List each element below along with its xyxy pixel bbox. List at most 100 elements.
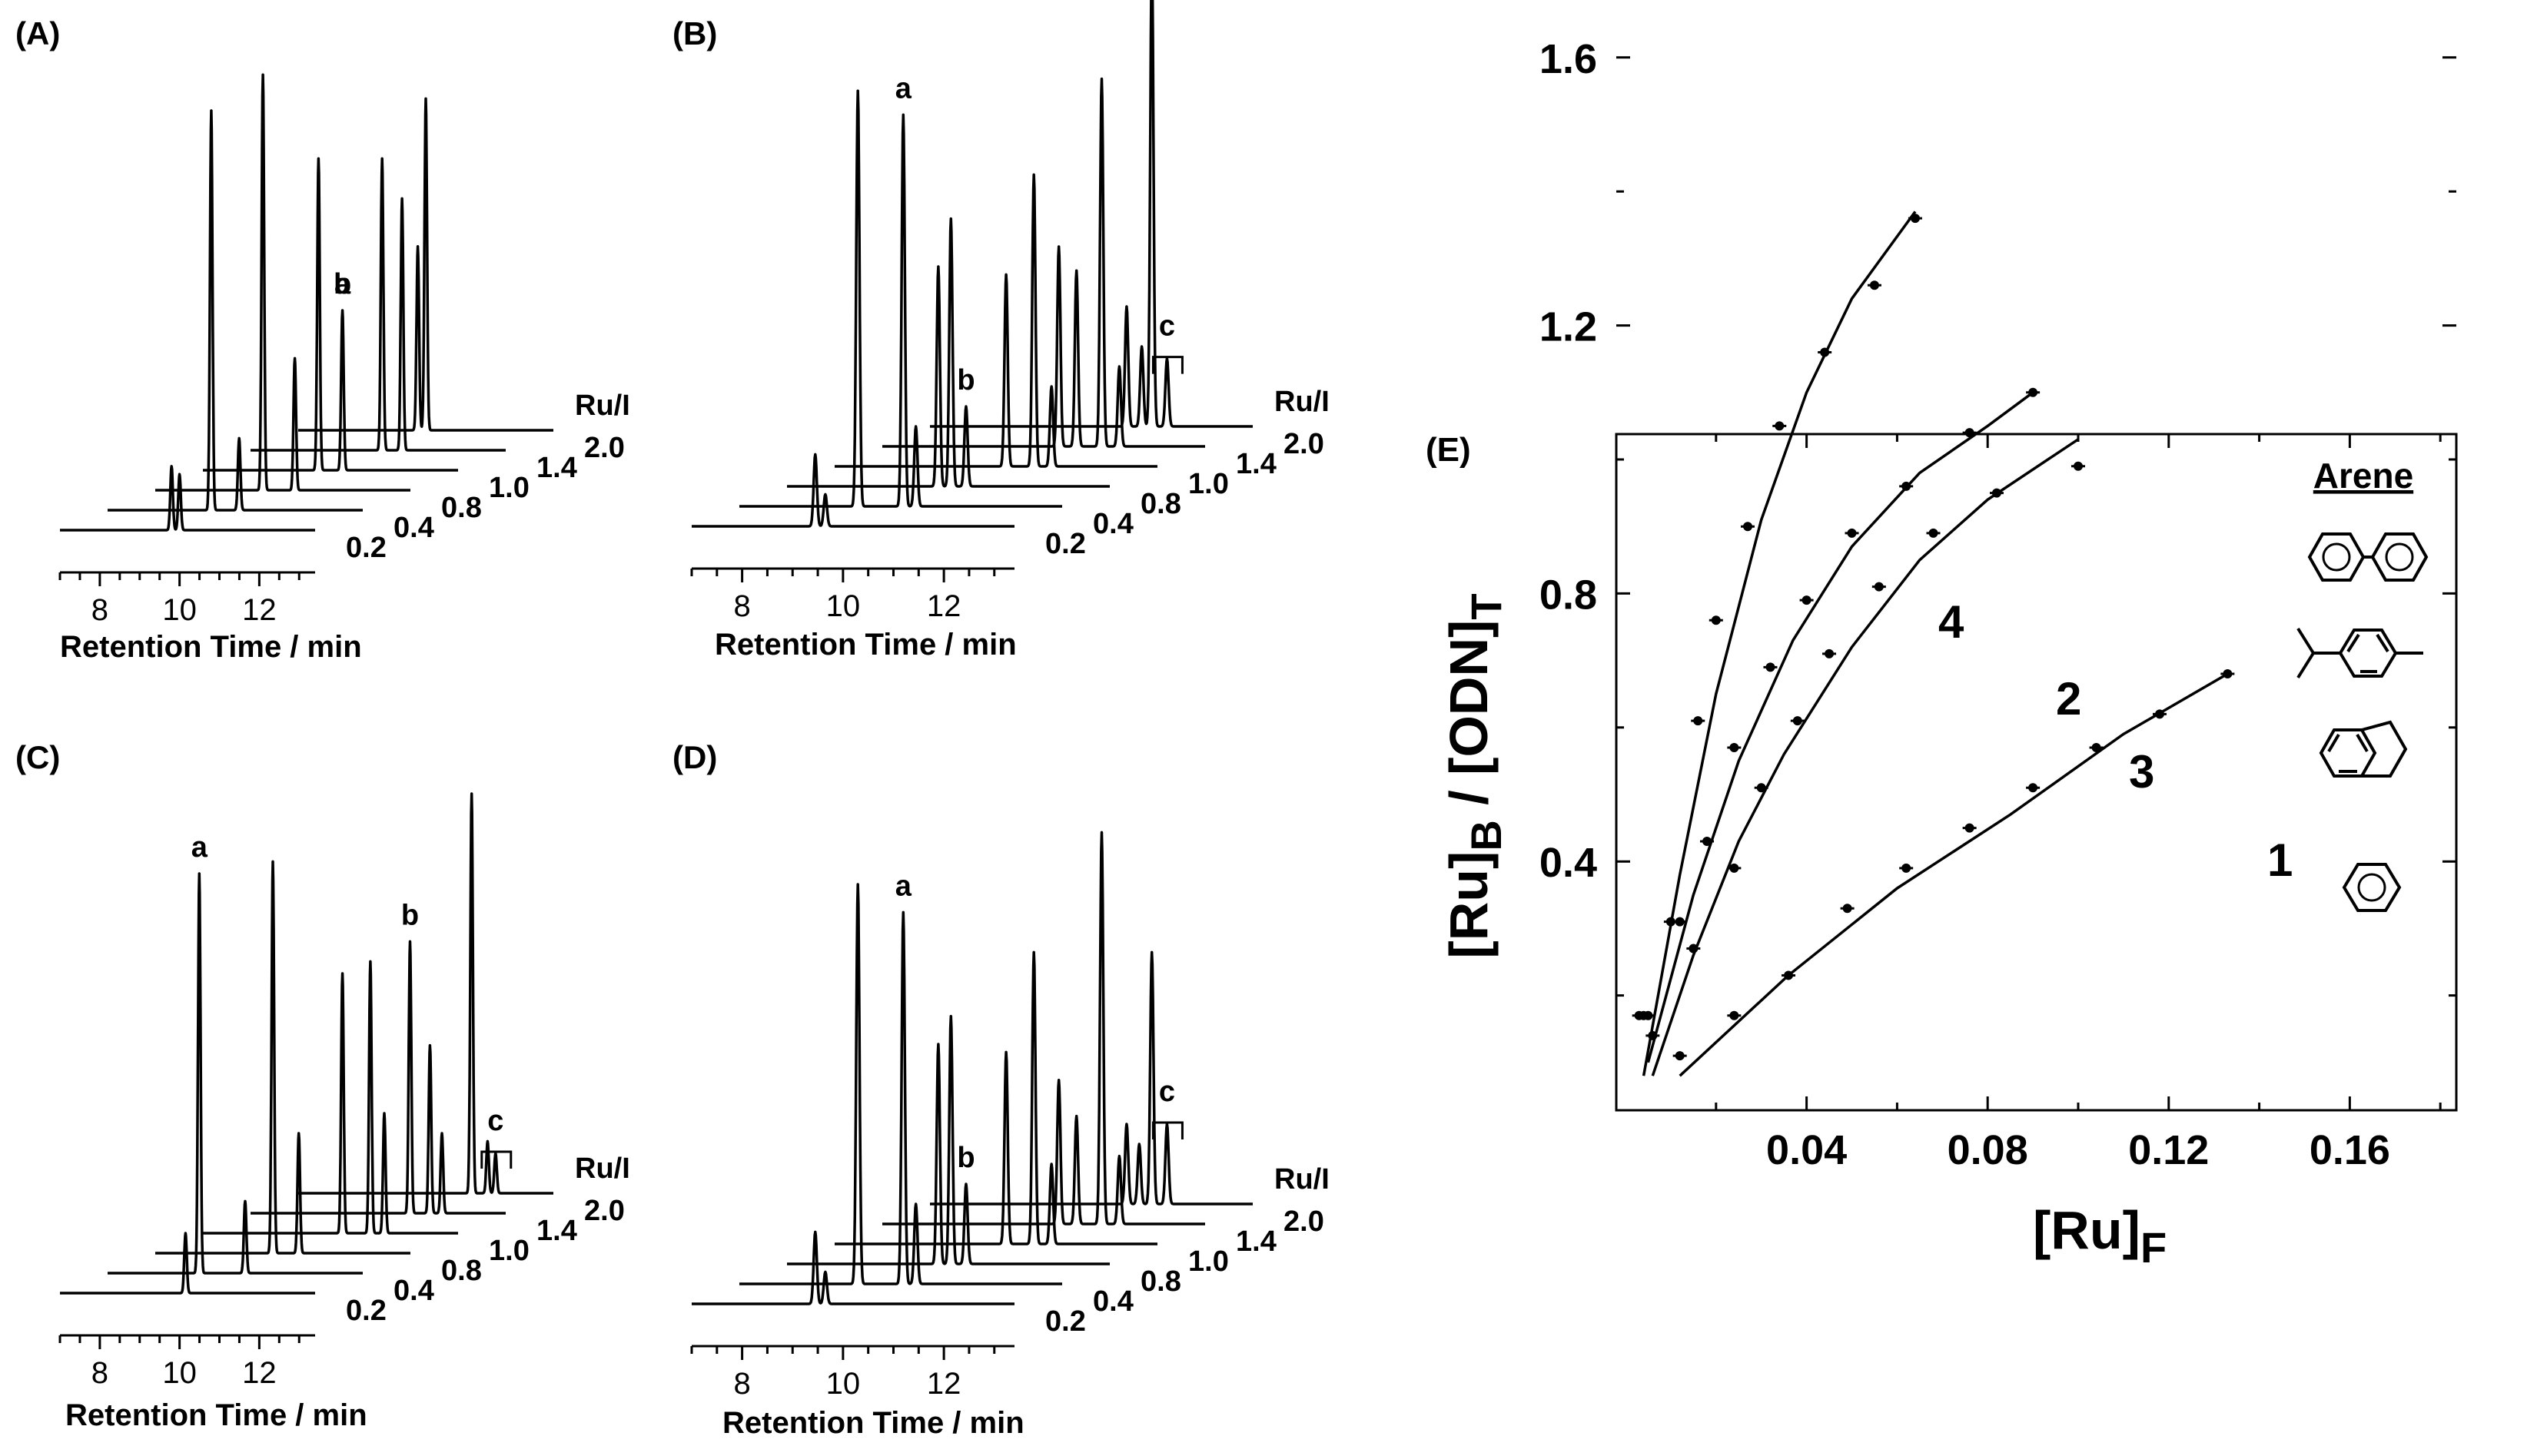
- ratio-label: 2.0: [1283, 1206, 1324, 1238]
- chromatogram-trace: [106, 109, 364, 512]
- ratio-label: 2.0: [584, 1195, 625, 1227]
- ratio-label: 0.2: [1045, 528, 1086, 560]
- peak-label-c: c: [487, 1105, 503, 1137]
- legend-title: Arene: [2313, 456, 2413, 496]
- panel-label-d: (D): [672, 739, 717, 775]
- fit-curve-3: [1651, 438, 2079, 1076]
- panel-label-e: (E): [1426, 431, 1471, 469]
- x-tick-label: 12: [927, 1367, 961, 1401]
- ratio-title: Ru/I: [575, 390, 630, 422]
- y-axis-title-sub-b: B: [1462, 820, 1510, 851]
- data-point-1: [2089, 742, 2104, 752]
- y-tick-label: 1.6: [1539, 36, 1597, 82]
- ratio-title: Ru/I: [1274, 1163, 1330, 1196]
- y-tick-label: 0.8: [1539, 572, 1597, 618]
- x-tick-label: 8: [734, 589, 751, 623]
- ratio-label: 0.4: [1093, 508, 1134, 540]
- data-point-1: [2026, 783, 2041, 793]
- chromatogram-trace: [881, 831, 1207, 1225]
- peak-label-b: b: [401, 899, 419, 931]
- peak-label-b: b: [334, 268, 351, 300]
- x-tick-label: 8: [91, 1356, 108, 1390]
- peak-label-a: a: [191, 831, 208, 864]
- x-tick-label: 10: [826, 589, 861, 623]
- curve-label-4: 4: [1938, 596, 1964, 648]
- data-point-3: [1790, 716, 1805, 726]
- panel-label-b: (B): [672, 15, 717, 51]
- fit-curve-4: [1642, 211, 1917, 1076]
- chromatogram-trace: [249, 940, 507, 1215]
- y-axis-title-sub-t: T: [1462, 593, 1510, 619]
- x-tick-label: 12: [242, 1356, 277, 1390]
- data-point-3: [1686, 944, 1701, 954]
- chromatogram-panel-d: (D) 8 10 12 Retention Time / min 0.20.40.81.0…: [672, 739, 1330, 1440]
- ratio-label: 0.8: [1141, 488, 1181, 520]
- peak-bracket: [1151, 1121, 1184, 1139]
- chromatogram-trace: [881, 77, 1207, 448]
- ratio-label: 2.0: [584, 432, 625, 464]
- x-tick-label: 12: [927, 589, 961, 623]
- ratio-label: 0.8: [1141, 1265, 1181, 1298]
- data-point-1: [2220, 669, 2235, 679]
- data-point-2: [1845, 528, 1859, 538]
- chromatogram-trace: [201, 960, 460, 1235]
- data-point-3: [2071, 461, 2085, 471]
- ratio-label: 1.0: [489, 1235, 530, 1267]
- ratio-title: Ru/I: [575, 1153, 630, 1185]
- ratio-label: 0.8: [441, 492, 482, 524]
- ratio-label: 0.2: [346, 532, 387, 564]
- data-point-2: [1700, 837, 1715, 847]
- x-tick-label: 0.08: [1948, 1127, 2028, 1173]
- chromatogram-trace: [106, 872, 364, 1275]
- curve-label-1: 1: [2267, 834, 2293, 886]
- data-point-3: [1754, 783, 1768, 793]
- panel-label-a: (A): [15, 15, 60, 51]
- x-tick-label: 10: [162, 593, 197, 627]
- chromatogram-trace: [738, 89, 1064, 508]
- data-point-1: [1962, 823, 1977, 833]
- axis-ticks: 0.04 0.08 0.12 0.16 0.4 0.8 1.2 1.6: [1539, 36, 2456, 1173]
- ratio-label: 1.4: [1236, 448, 1277, 480]
- chromatogram-trace: [738, 883, 1064, 1285]
- curve-label-3: 3: [2129, 746, 2154, 798]
- data-point-4: [1867, 280, 1881, 290]
- x-axis-title: Retention Time / min: [715, 628, 1017, 662]
- data-point-4: [1709, 615, 1723, 625]
- data-point-4: [1691, 716, 1705, 726]
- x-axis-title: [Ru]F: [2033, 1200, 2167, 1272]
- x-tick-label: 0.12: [2128, 1127, 2209, 1173]
- ratio-label: 0.8: [441, 1255, 482, 1287]
- chromatogram-trace: [201, 157, 460, 472]
- data-point-3: [1989, 488, 2004, 498]
- ratio-label: 2.0: [1283, 428, 1324, 460]
- data-point-3: [1822, 648, 1837, 658]
- x-tick-label: 8: [734, 1367, 751, 1401]
- fit-curves: [1642, 211, 2229, 1077]
- ratio-label: 0.4: [1093, 1285, 1134, 1318]
- data-point-4: [1772, 421, 1787, 431]
- x-axis-title-main: [Ru]: [2033, 1200, 2140, 1260]
- y-axis-title-odn: / [ODN]: [1439, 620, 1499, 821]
- data-point-2: [1899, 481, 1914, 491]
- x-axis-title: Retention Time / min: [60, 630, 362, 664]
- ratio-label: 1.4: [1236, 1225, 1277, 1258]
- data-point-1: [1899, 863, 1914, 873]
- chromatogram-trace: [928, 0, 1254, 428]
- data-point-1: [2153, 709, 2167, 719]
- x-axis-title: Retention Time / min: [722, 1406, 1024, 1440]
- curve-label-2: 2: [2056, 673, 2081, 725]
- ratio-label: 1.0: [489, 472, 530, 504]
- ratio-label: 0.4: [394, 512, 434, 544]
- x-tick-label: 8: [91, 593, 108, 627]
- chromatogram-trace: [690, 453, 1016, 528]
- chromatogram-trace: [58, 465, 317, 532]
- peak-label-b: b: [957, 1142, 975, 1174]
- chromatogram-trace: [785, 1014, 1111, 1265]
- data-point-2: [1962, 428, 1977, 438]
- y-axis-title-ru: [Ru]: [1439, 851, 1499, 959]
- chromatogram-panel-c: (C) 8 10 12 Retention Time / min 0.20.40.81.0…: [15, 739, 630, 1432]
- biphenyl-structure-icon: [2307, 532, 2429, 582]
- chromatogram-trace: [297, 97, 555, 432]
